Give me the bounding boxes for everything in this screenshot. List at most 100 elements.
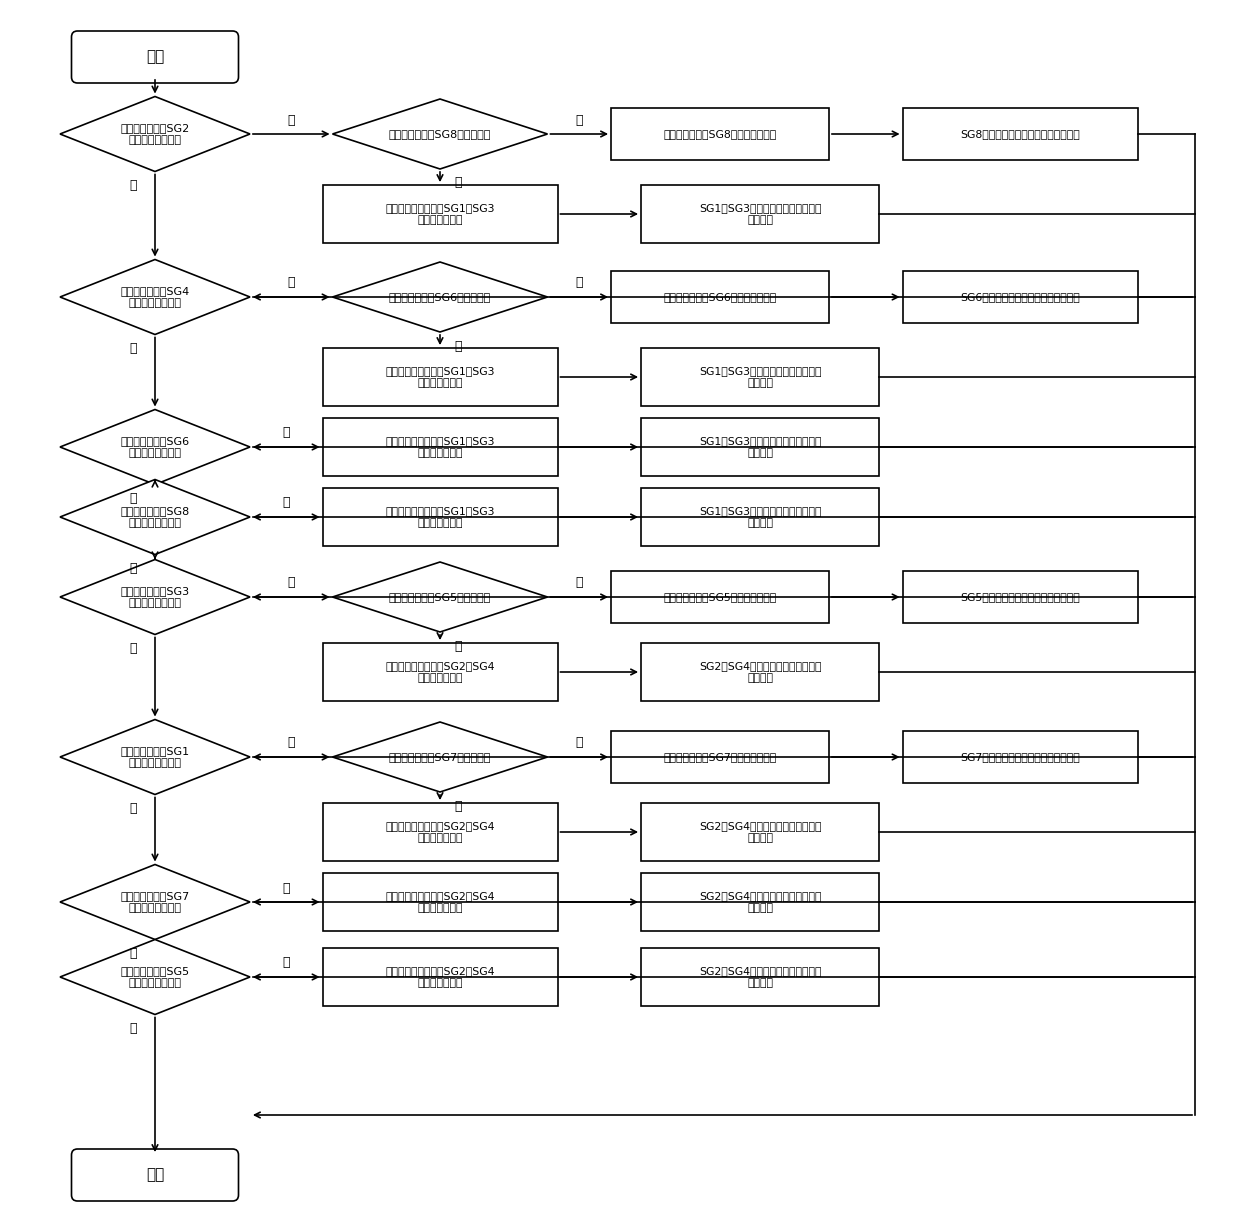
- Bar: [641, 873, 879, 931]
- Text: 北左转信号灯组SG5获得绿灯通行权: 北左转信号灯组SG5获得绿灯通行权: [663, 591, 776, 602]
- Bar: [641, 643, 879, 701]
- Bar: [903, 108, 1137, 159]
- Text: SG2、SG4完成绿灯间隔时间过渡后
启亮绿灯: SG2、SG4完成绿灯间隔时间过渡后 启亮绿灯: [699, 891, 821, 913]
- Text: SG2、SG4完成绿灯间隔时间过渡后
启亮绿灯: SG2、SG4完成绿灯间隔时间过渡后 启亮绿灯: [699, 661, 821, 683]
- Text: 东左转信号灯组SG6有绿灯请求: 东左转信号灯组SG6有绿灯请求: [389, 292, 491, 302]
- Text: 是: 是: [288, 736, 295, 750]
- Text: 南左转信号灯组SG7获得绿灯通行权: 南左转信号灯组SG7获得绿灯通行权: [663, 752, 776, 762]
- Text: 是: 是: [575, 736, 583, 750]
- Text: 是: 是: [575, 577, 583, 589]
- Text: 是: 是: [283, 881, 290, 894]
- Bar: [641, 417, 879, 476]
- Bar: [322, 643, 558, 701]
- Polygon shape: [60, 96, 250, 172]
- Text: 是: 是: [288, 113, 295, 127]
- Polygon shape: [60, 259, 250, 335]
- Text: 西左转信号灯组SG8有绿灯请求: 西左转信号灯组SG8有绿灯请求: [389, 129, 491, 139]
- Bar: [641, 488, 879, 546]
- Bar: [903, 271, 1137, 323]
- Text: 东左转信号灯组SG6
绿灯持续时间结束: 东左转信号灯组SG6 绿灯持续时间结束: [120, 436, 190, 458]
- Bar: [322, 803, 558, 860]
- Text: 西左转信号灯组SG8
绿灯持续时间结束: 西左转信号灯组SG8 绿灯持续时间结束: [120, 506, 190, 528]
- Polygon shape: [60, 719, 250, 795]
- Text: 是: 是: [575, 113, 583, 127]
- FancyBboxPatch shape: [72, 30, 238, 83]
- Text: SG7完成绿灯间隔时间过渡后启亮绿灯: SG7完成绿灯间隔时间过渡后启亮绿灯: [960, 752, 1080, 762]
- Text: 否: 否: [129, 492, 136, 505]
- Bar: [611, 271, 830, 323]
- Bar: [641, 803, 879, 860]
- Text: 否: 否: [129, 802, 136, 815]
- Polygon shape: [60, 409, 250, 484]
- Text: 否: 否: [454, 176, 461, 190]
- Text: 否: 否: [129, 562, 136, 574]
- Text: 南左转信号灯组SG7
绿灯持续时间结束: 南左转信号灯组SG7 绿灯持续时间结束: [120, 891, 190, 913]
- FancyBboxPatch shape: [72, 1149, 238, 1201]
- Bar: [322, 348, 558, 406]
- Bar: [322, 417, 558, 476]
- Text: 是: 是: [288, 276, 295, 290]
- Text: 东、西直行信号灯组SG2、SG4
获得绿灯通行权: 东、西直行信号灯组SG2、SG4 获得绿灯通行权: [386, 891, 495, 913]
- Text: SG8完成绿灯间隔时间过渡后启亮绿灯: SG8完成绿灯间隔时间过渡后启亮绿灯: [960, 129, 1080, 139]
- Text: SG1、SG3完成绿灯间隔时间过渡后
启亮绿灯: SG1、SG3完成绿灯间隔时间过渡后 启亮绿灯: [699, 506, 821, 528]
- Text: 否: 否: [454, 800, 461, 813]
- Text: 是: 是: [283, 957, 290, 970]
- Text: 东左转信号灯组SG6获得绿灯通行权: 东左转信号灯组SG6获得绿灯通行权: [663, 292, 776, 302]
- Polygon shape: [60, 560, 250, 634]
- Text: 否: 否: [454, 639, 461, 652]
- Text: 西左转信号灯组SG8获得绿灯通行权: 西左转信号灯组SG8获得绿灯通行权: [663, 129, 776, 139]
- Text: 东、西直行信号灯组SG2、SG4
获得绿灯通行权: 东、西直行信号灯组SG2、SG4 获得绿灯通行权: [386, 661, 495, 683]
- Bar: [322, 488, 558, 546]
- Polygon shape: [60, 864, 250, 940]
- Text: 是: 是: [283, 497, 290, 510]
- Text: 北左转信号灯组SG5有绿灯请求: 北左转信号灯组SG5有绿灯请求: [389, 591, 491, 602]
- Text: 否: 否: [454, 340, 461, 353]
- Polygon shape: [60, 940, 250, 1015]
- Bar: [903, 571, 1137, 623]
- Text: 南、北直行信号灯组SG1、SG3
获得绿灯通行权: 南、北直行信号灯组SG1、SG3 获得绿灯通行权: [386, 436, 495, 458]
- Text: SG1、SG3完成绿灯间隔时间过渡后
启亮绿灯: SG1、SG3完成绿灯间隔时间过渡后 启亮绿灯: [699, 436, 821, 458]
- Text: 否: 否: [129, 179, 136, 192]
- Text: 否: 否: [129, 1022, 136, 1034]
- Bar: [322, 873, 558, 931]
- Text: 是: 是: [283, 426, 290, 439]
- Text: 是: 是: [288, 577, 295, 589]
- Bar: [641, 948, 879, 1006]
- Polygon shape: [332, 99, 548, 169]
- Text: SG2、SG4完成绿灯间隔时间过渡后
启亮绿灯: SG2、SG4完成绿灯间隔时间过渡后 启亮绿灯: [699, 821, 821, 843]
- Text: 南、北直行信号灯组SG1、SG3
获得绿灯通行权: 南、北直行信号灯组SG1、SG3 获得绿灯通行权: [386, 366, 495, 388]
- Text: SG1、SG3完成绿灯间隔时间过渡后
启亮绿灯: SG1、SG3完成绿灯间隔时间过渡后 启亮绿灯: [699, 366, 821, 388]
- Bar: [611, 571, 830, 623]
- Bar: [641, 185, 879, 243]
- Text: 北左转信号灯组SG5
绿灯持续时间结束: 北左转信号灯组SG5 绿灯持续时间结束: [120, 966, 190, 988]
- Text: 东直行信号灯组SG2
绿灯持续时间结束: 东直行信号灯组SG2 绿灯持续时间结束: [120, 123, 190, 145]
- Text: 否: 否: [129, 643, 136, 655]
- Polygon shape: [60, 479, 250, 555]
- Text: 否: 否: [129, 947, 136, 960]
- Text: 结束: 结束: [146, 1167, 164, 1183]
- Bar: [903, 731, 1137, 783]
- Text: 是: 是: [575, 276, 583, 290]
- Text: 西直行信号灯组SG4
绿灯持续时间结束: 西直行信号灯组SG4 绿灯持续时间结束: [120, 286, 190, 308]
- Bar: [611, 108, 830, 159]
- Text: 南、北直行信号灯组SG1、SG3
获得绿灯通行权: 南、北直行信号灯组SG1、SG3 获得绿灯通行权: [386, 203, 495, 225]
- Polygon shape: [332, 722, 548, 792]
- Text: 南左转信号灯组SG7有绿灯请求: 南左转信号灯组SG7有绿灯请求: [389, 752, 491, 762]
- Text: 南直行信号灯组SG3
绿灯持续时间结束: 南直行信号灯组SG3 绿灯持续时间结束: [120, 587, 190, 607]
- Text: SG1、SG3完成绿灯间隔时间过渡后
启亮绿灯: SG1、SG3完成绿灯间隔时间过渡后 启亮绿灯: [699, 203, 821, 225]
- Bar: [322, 948, 558, 1006]
- Bar: [322, 185, 558, 243]
- Text: 南、北直行信号灯组SG1、SG3
获得绿灯通行权: 南、北直行信号灯组SG1、SG3 获得绿灯通行权: [386, 506, 495, 528]
- Bar: [611, 731, 830, 783]
- Text: 东、西直行信号灯组SG2、SG4
获得绿灯通行权: 东、西直行信号灯组SG2、SG4 获得绿灯通行权: [386, 821, 495, 843]
- Text: 北直行信号灯组SG1
绿灯持续时间结束: 北直行信号灯组SG1 绿灯持续时间结束: [120, 746, 190, 768]
- Text: 开始: 开始: [146, 50, 164, 65]
- Text: 东、西直行信号灯组SG2、SG4
获得绿灯通行权: 东、西直行信号灯组SG2、SG4 获得绿灯通行权: [386, 966, 495, 988]
- Polygon shape: [332, 262, 548, 332]
- Polygon shape: [332, 562, 548, 632]
- Text: 否: 否: [129, 342, 136, 355]
- Text: SG5完成绿灯间隔时间过渡后启亮绿灯: SG5完成绿灯间隔时间过渡后启亮绿灯: [960, 591, 1080, 602]
- Bar: [641, 348, 879, 406]
- Text: SG6完成绿灯间隔时间过渡后启亮绿灯: SG6完成绿灯间隔时间过渡后启亮绿灯: [960, 292, 1080, 302]
- Text: SG2、SG4完成绿灯间隔时间过渡后
启亮绿灯: SG2、SG4完成绿灯间隔时间过渡后 启亮绿灯: [699, 966, 821, 988]
